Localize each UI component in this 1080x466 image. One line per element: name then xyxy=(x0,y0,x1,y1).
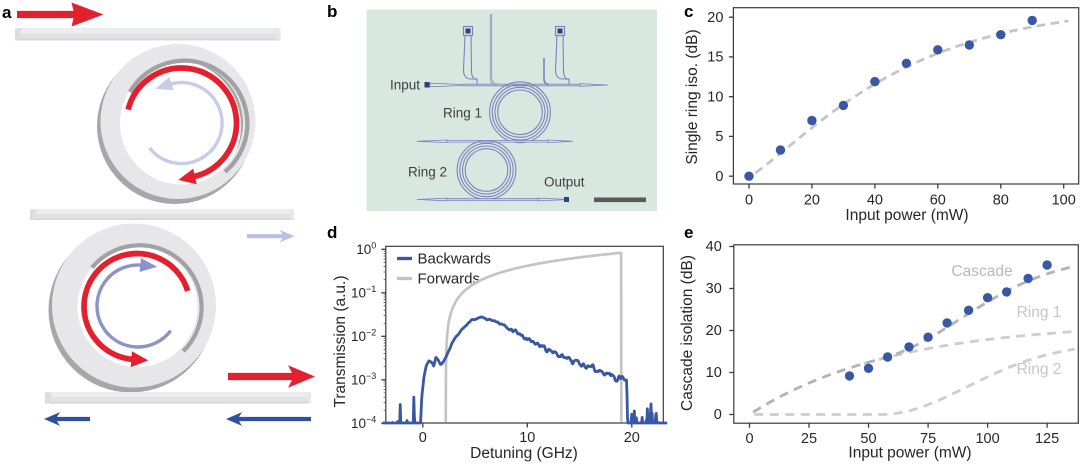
svg-text:Transmission (a.u.): Transmission (a.u.) xyxy=(332,275,349,407)
svg-text:100: 100 xyxy=(975,431,999,447)
svg-text:Backwards: Backwards xyxy=(418,251,491,268)
svg-text:50: 50 xyxy=(860,431,876,447)
svg-text:Ring 1: Ring 1 xyxy=(1017,304,1062,321)
svg-text:15: 15 xyxy=(707,50,723,66)
svg-text:10: 10 xyxy=(706,365,722,381)
svg-text:Forwards: Forwards xyxy=(418,271,481,288)
svg-text:Cascade: Cascade xyxy=(951,263,1012,280)
svg-text:40: 40 xyxy=(867,193,883,209)
svg-text:0: 0 xyxy=(715,169,723,185)
svg-text:Input power (mW): Input power (mW) xyxy=(848,445,971,462)
svg-text:20: 20 xyxy=(804,193,820,209)
svg-text:Single ring iso. (dB): Single ring iso. (dB) xyxy=(684,29,701,164)
svg-text:e: e xyxy=(684,223,693,242)
svg-text:a: a xyxy=(2,3,12,22)
svg-text:10: 10 xyxy=(519,430,535,446)
svg-text:10: 10 xyxy=(707,89,723,105)
svg-text:20: 20 xyxy=(624,430,640,446)
svg-text:100: 100 xyxy=(356,241,376,258)
svg-text:0: 0 xyxy=(745,193,753,209)
svg-text:20: 20 xyxy=(706,323,722,339)
svg-text:60: 60 xyxy=(930,193,946,209)
svg-text:Ring 2: Ring 2 xyxy=(408,165,447,180)
svg-text:b: b xyxy=(327,2,337,21)
svg-text:5: 5 xyxy=(715,129,723,145)
svg-text:0: 0 xyxy=(745,431,753,447)
svg-text:30: 30 xyxy=(706,281,722,297)
svg-text:Ring 2: Ring 2 xyxy=(1017,361,1062,378)
svg-text:80: 80 xyxy=(993,193,1009,209)
svg-text:Output: Output xyxy=(544,175,585,190)
svg-text:125: 125 xyxy=(1035,431,1059,447)
svg-text:75: 75 xyxy=(920,431,936,447)
svg-text:Input power (mW): Input power (mW) xyxy=(845,207,968,224)
svg-text:Detuning (GHz): Detuning (GHz) xyxy=(470,445,578,462)
svg-text:0: 0 xyxy=(419,430,427,446)
svg-text:c: c xyxy=(684,2,693,21)
svg-text:100: 100 xyxy=(1052,193,1076,209)
svg-text:d: d xyxy=(327,223,337,242)
svg-text:0: 0 xyxy=(714,407,722,423)
svg-text:Input: Input xyxy=(390,78,420,93)
svg-text:25: 25 xyxy=(801,431,817,447)
svg-text:Ring 1: Ring 1 xyxy=(443,106,482,121)
svg-text:Cascade isolation (dB): Cascade isolation (dB) xyxy=(679,255,696,411)
svg-text:40: 40 xyxy=(706,239,722,255)
svg-text:20: 20 xyxy=(707,10,723,26)
